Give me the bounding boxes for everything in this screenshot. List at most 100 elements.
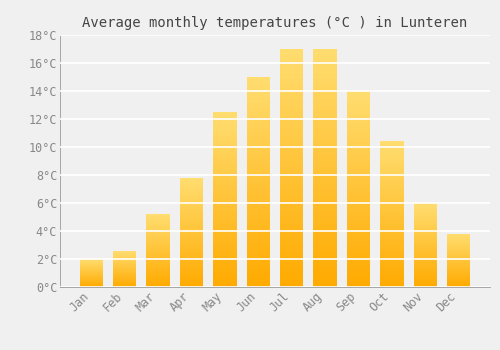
Bar — [347, 153, 370, 154]
Bar — [213, 167, 236, 168]
Bar — [414, 244, 437, 245]
Bar — [414, 269, 437, 270]
Bar — [246, 121, 270, 122]
Bar — [246, 266, 270, 267]
Bar — [246, 212, 270, 214]
Bar — [280, 130, 303, 131]
Bar — [246, 183, 270, 184]
Bar — [347, 138, 370, 139]
Bar — [314, 197, 337, 198]
Bar — [280, 56, 303, 57]
Bar — [380, 165, 404, 166]
Bar — [314, 61, 337, 62]
Bar — [246, 110, 270, 111]
Bar — [280, 286, 303, 287]
Bar — [414, 276, 437, 277]
Bar — [347, 143, 370, 144]
Bar — [280, 74, 303, 75]
Bar — [280, 182, 303, 183]
Bar — [414, 234, 437, 235]
Bar — [246, 107, 270, 108]
Bar — [314, 98, 337, 99]
Bar — [246, 221, 270, 222]
Bar — [380, 149, 404, 150]
Bar — [280, 220, 303, 222]
Bar — [347, 98, 370, 99]
Bar — [213, 197, 236, 198]
Bar — [280, 135, 303, 136]
Bar — [280, 213, 303, 215]
Bar — [246, 134, 270, 135]
Bar — [414, 242, 437, 243]
Bar — [246, 196, 270, 197]
Bar — [347, 103, 370, 104]
Bar — [380, 162, 404, 163]
Bar — [380, 171, 404, 172]
Bar — [246, 157, 270, 158]
Bar — [180, 198, 203, 199]
Bar — [347, 217, 370, 218]
Bar — [246, 189, 270, 190]
Bar — [347, 159, 370, 160]
Bar — [380, 271, 404, 272]
Bar — [347, 271, 370, 272]
Bar — [246, 91, 270, 92]
Bar — [380, 251, 404, 252]
Bar — [314, 192, 337, 193]
Bar — [180, 223, 203, 224]
Bar — [314, 160, 337, 161]
Bar — [246, 86, 270, 88]
Bar — [380, 215, 404, 216]
Bar — [414, 272, 437, 273]
Bar — [246, 98, 270, 99]
Bar — [380, 278, 404, 279]
Bar — [180, 205, 203, 206]
Bar — [314, 266, 337, 267]
Bar — [380, 267, 404, 268]
Bar — [380, 237, 404, 238]
Bar — [314, 229, 337, 230]
Bar — [380, 193, 404, 194]
Bar — [180, 276, 203, 277]
Bar — [314, 222, 337, 223]
Bar — [213, 137, 236, 138]
Bar — [347, 105, 370, 106]
Bar — [347, 228, 370, 229]
Bar — [380, 157, 404, 158]
Bar — [347, 97, 370, 98]
Bar — [347, 100, 370, 101]
Bar — [347, 264, 370, 265]
Bar — [213, 234, 236, 235]
Bar — [246, 155, 270, 156]
Bar — [314, 252, 337, 254]
Bar — [347, 223, 370, 224]
Bar — [146, 235, 170, 236]
Bar — [213, 241, 236, 242]
Bar — [280, 239, 303, 240]
Bar — [213, 140, 236, 141]
Bar — [380, 275, 404, 276]
Bar — [280, 139, 303, 141]
Bar — [380, 232, 404, 233]
Bar — [347, 183, 370, 184]
Bar — [213, 151, 236, 152]
Bar — [246, 280, 270, 281]
Bar — [347, 280, 370, 281]
Bar — [414, 239, 437, 240]
Bar — [146, 270, 170, 271]
Bar — [280, 170, 303, 172]
Bar — [213, 199, 236, 200]
Bar — [414, 236, 437, 237]
Bar — [380, 202, 404, 203]
Bar — [380, 223, 404, 224]
Bar — [280, 267, 303, 268]
Bar — [314, 139, 337, 141]
Bar — [246, 191, 270, 193]
Bar — [347, 124, 370, 125]
Bar — [314, 179, 337, 180]
Bar — [347, 230, 370, 231]
Bar — [280, 160, 303, 161]
Bar — [314, 156, 337, 157]
Bar — [280, 231, 303, 232]
Bar — [180, 233, 203, 234]
